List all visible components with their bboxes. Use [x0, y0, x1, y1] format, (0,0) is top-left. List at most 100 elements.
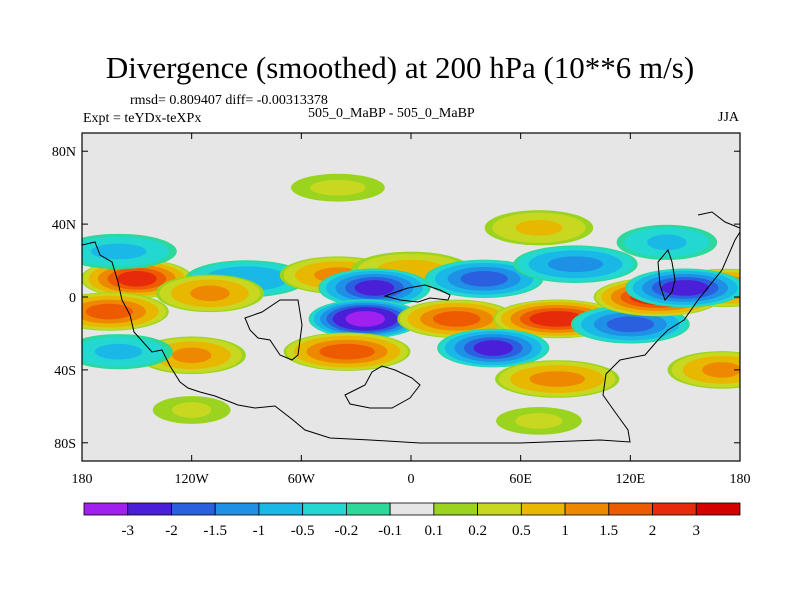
field-feature-positive	[82, 292, 169, 331]
y-tick-label: 0	[69, 291, 76, 306]
contour-level	[702, 362, 740, 378]
coastline-north-pacific	[697, 211, 740, 229]
y-tick-label: 80N	[52, 145, 76, 160]
contour-level	[606, 316, 655, 333]
colorbar-label: 0.1	[424, 523, 443, 539]
y-tick-label: 40N	[52, 218, 76, 233]
x-tick-label: 60E	[509, 472, 532, 487]
contour-level	[85, 303, 134, 320]
colorbar-swatch	[695, 502, 741, 516]
contour-level	[515, 219, 563, 236]
contour-level	[529, 311, 585, 327]
colorbar-label: -0.2	[335, 523, 359, 539]
x-axis: 180 120W 60W 0 60E 120E 180	[72, 133, 751, 487]
colorbar-label: 0.5	[512, 523, 531, 539]
coastlines	[82, 211, 740, 444]
contour-level	[547, 256, 604, 273]
colorbar-label: 0.2	[468, 523, 487, 539]
colorbar-label: -0.1	[378, 523, 402, 539]
contour-level	[432, 311, 481, 327]
colorbar-swatch	[608, 502, 653, 516]
field-feature-positive	[397, 299, 517, 339]
colorbar-label: 1.5	[599, 523, 618, 539]
colorbar-label: -0.5	[291, 523, 315, 539]
contour-level	[647, 234, 687, 251]
contour-level	[529, 371, 585, 387]
contour-level	[515, 413, 563, 429]
colorbar-swatch	[564, 502, 610, 516]
field-feature-negative	[616, 224, 718, 260]
colorbar-swatch	[652, 502, 697, 516]
colorbar-swatch	[214, 502, 260, 516]
chart-title: Divergence (smoothed) at 200 hPa (10**6 …	[105, 50, 695, 85]
contour-level	[661, 280, 709, 296]
contour-level	[171, 347, 212, 364]
contour-level	[117, 270, 157, 287]
field-feature-positive	[155, 274, 265, 313]
colorbar-label: -3	[121, 523, 134, 539]
colorbar-label: -1.5	[203, 523, 227, 539]
x-tick-label: 120W	[175, 472, 210, 487]
contour-level	[354, 280, 395, 296]
contour-level	[473, 340, 513, 356]
colorbar-swatch	[433, 502, 478, 516]
colorbar-swatch	[520, 502, 566, 516]
colorbar-swatch	[171, 502, 216, 516]
field-feature-negative	[437, 328, 550, 368]
x-tick-label: 180	[730, 472, 751, 487]
field-feature-positive	[496, 407, 582, 435]
colorbar-swatch	[127, 502, 172, 516]
colorbar: -3 -2 -1.5 -1 -0.5 -0.2 -0.1 0.1 0.2 0.5 1 1.5 2 3	[83, 502, 741, 539]
colorbar-swatch	[302, 502, 347, 516]
coastline-africa-south	[344, 365, 421, 409]
field-feature-positive	[667, 351, 740, 389]
contour-level	[190, 285, 230, 302]
contour-level	[171, 402, 212, 418]
coastline-asia-east	[657, 248, 676, 301]
field-feature-positive	[290, 173, 385, 202]
contour-level	[345, 311, 386, 327]
stats-label: rmsd= 0.809407 diff= -0.00313378	[130, 93, 328, 108]
contour-level	[460, 270, 508, 287]
colorbar-swatch	[389, 502, 435, 516]
coastline-south-america	[244, 299, 303, 361]
field-feature-negative	[513, 245, 638, 283]
x-tick-label: 60W	[288, 472, 316, 487]
x-tick-label: 0	[408, 472, 415, 487]
x-tick-label: 120E	[616, 472, 646, 487]
contour-level	[94, 343, 143, 360]
y-tick-label: 80S	[54, 437, 76, 452]
contour-level	[319, 343, 375, 360]
season-label: JJA	[718, 110, 740, 125]
field-feature-negative	[318, 268, 431, 308]
runs-label: 505_0_MaBP - 505_0_MaBP	[308, 106, 475, 121]
experiment-label: Expt = teYDx-teXPx	[83, 111, 202, 126]
y-axis: 80N 40N 0 40S 80S	[52, 145, 740, 452]
colorbar-label: -2	[165, 523, 178, 539]
colorbar-label: 3	[693, 523, 701, 539]
colorbar-label: 1	[561, 523, 569, 539]
divergence-field	[82, 173, 740, 435]
field-feature-negative	[424, 259, 544, 298]
field-feature-negative	[82, 233, 177, 270]
field-feature-positive	[495, 360, 620, 398]
coastline-main	[82, 231, 740, 444]
field-feature-positive	[484, 210, 594, 246]
colorbar-label: -1	[253, 523, 266, 539]
coastline-africa-north	[383, 284, 451, 303]
colorbar-label: 2	[649, 523, 657, 539]
colorbar-swatch	[345, 502, 391, 516]
colorbar-swatch	[83, 502, 129, 516]
colorbar-swatch	[477, 502, 522, 516]
y-tick-label: 40S	[54, 364, 76, 379]
colorbar-swatch	[258, 502, 304, 516]
field-feature-negative	[82, 334, 173, 370]
x-tick-label: 180	[72, 472, 93, 487]
field-feature-positive	[283, 332, 411, 371]
field-feature-negative	[308, 299, 423, 339]
field-feature-positive	[152, 396, 231, 424]
contour-level	[310, 179, 366, 196]
contour-level	[90, 243, 147, 260]
field-feature-positive	[137, 336, 246, 375]
